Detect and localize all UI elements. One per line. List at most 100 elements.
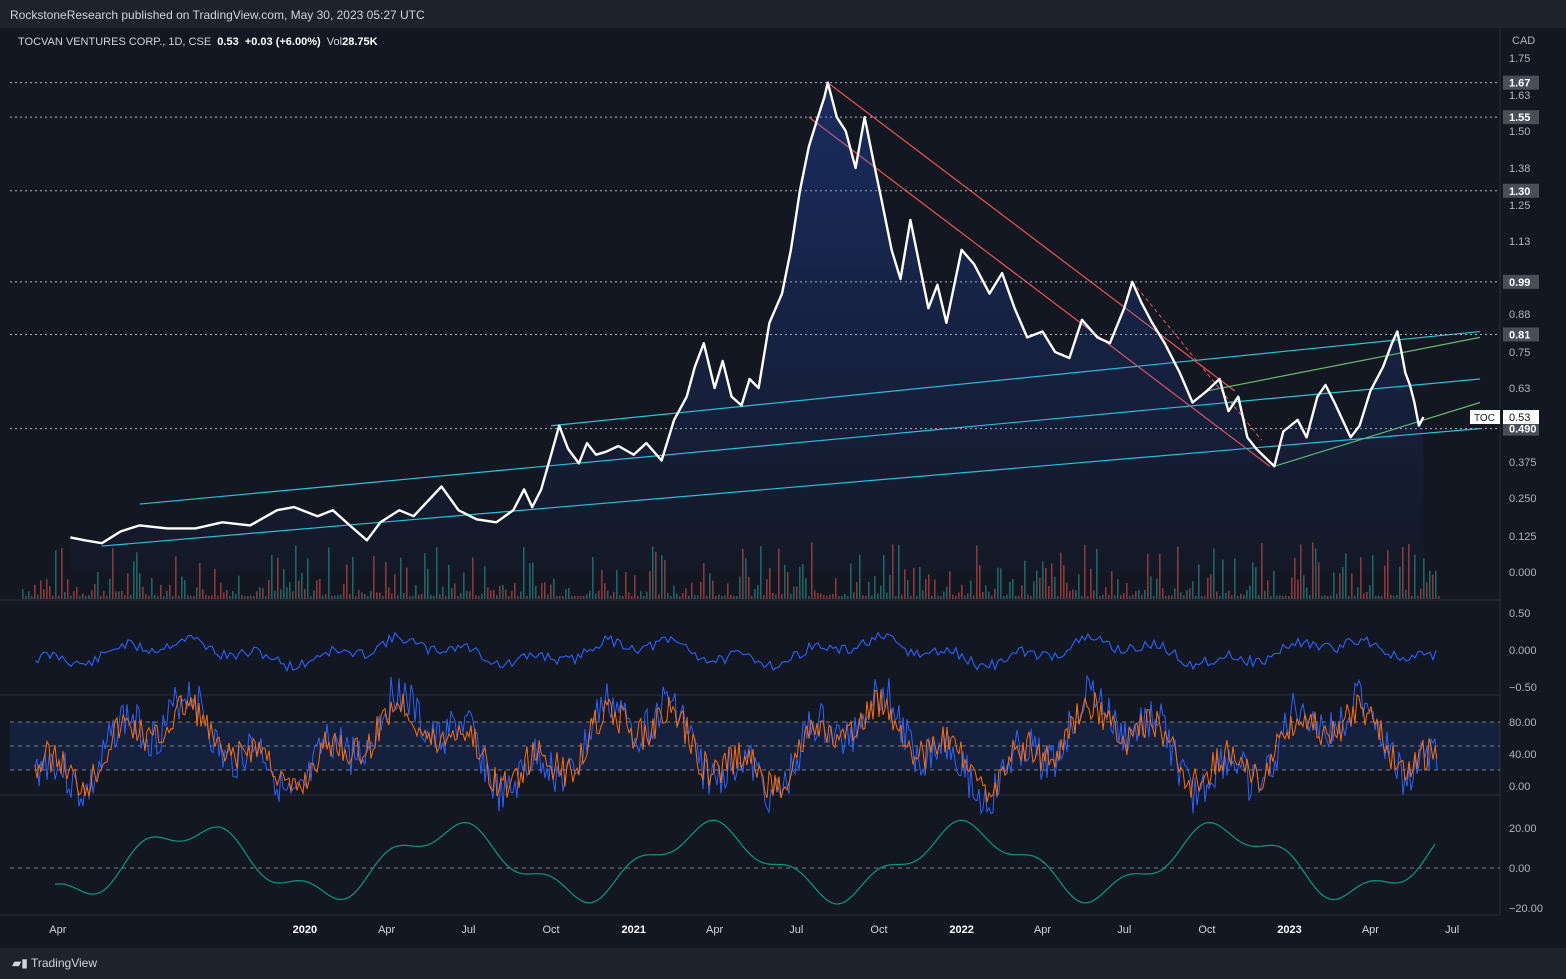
volume-bar [1318, 562, 1320, 599]
level-label-bg-4 [1503, 327, 1539, 342]
volume-bar [763, 595, 765, 599]
price-chart[interactable]: 1.67 1.55 1.30 0.99 0.81 0.490 TOC 0.53 0.50 0.0… [0, 0, 1566, 948]
volume-bar [1108, 594, 1110, 599]
volume-bar [1387, 550, 1389, 599]
volume-bar [223, 592, 225, 599]
volume-bar [1222, 559, 1224, 599]
volume-bar [313, 590, 315, 599]
volume-bar [1393, 596, 1395, 599]
volume-bar [433, 595, 435, 599]
volume-bar [1279, 595, 1281, 599]
volume-bar [412, 595, 414, 599]
volume-bar [1177, 546, 1179, 599]
volume-bar [685, 588, 687, 599]
osc1-tick-1: 0.000 [1509, 645, 1537, 657]
volume-bar [571, 595, 573, 599]
volume-bar [451, 587, 453, 599]
volume-bar [421, 594, 423, 599]
osc1-tick-0: 0.50 [1509, 608, 1530, 620]
horizontal-levels: 1.67 1.55 1.30 0.99 0.81 0.490 TOC 0.53 [10, 75, 1539, 436]
volume-bar [1084, 545, 1086, 599]
volume-bar [847, 595, 849, 599]
volume-bar [1126, 582, 1128, 599]
volume-bar [694, 595, 696, 599]
volume-bar [997, 567, 999, 599]
volume-bar [1003, 595, 1005, 599]
volume-bar [982, 591, 984, 599]
volume-bar [379, 592, 381, 599]
volume-bar [1228, 590, 1230, 599]
volume-bar [115, 591, 117, 599]
volume-bar [745, 558, 747, 599]
volume-bar [1018, 595, 1020, 599]
volume-bar [271, 555, 273, 599]
volume-bar [958, 592, 960, 599]
volume-bar [292, 591, 294, 599]
volume-bar [1378, 595, 1380, 599]
volume-bar [865, 595, 867, 599]
time-axis[interactable]: Apr 2020 Apr Jul Oct 2021 Apr Jul Oct 2022 Apr Jul O… [49, 924, 1459, 936]
volume-bar [199, 563, 201, 599]
volume-bar [868, 581, 870, 599]
channel-red-upper [827, 82, 1236, 392]
volume-bar [397, 595, 399, 599]
volume-bar [994, 588, 996, 599]
volume-bar [1024, 560, 1026, 599]
volume-bar [895, 595, 897, 599]
volume-bar [1246, 589, 1248, 599]
volume-bar [265, 595, 267, 599]
volume-bar [1363, 593, 1365, 599]
volume-bar [514, 582, 516, 599]
volume-bar [130, 594, 132, 599]
volume-bar [112, 548, 114, 599]
volume-bar [64, 591, 66, 599]
volume-bar [1372, 555, 1374, 599]
volume-bar [922, 590, 924, 599]
volume-bar [1120, 595, 1122, 599]
volume-bar [679, 595, 681, 599]
volume-bar [535, 585, 537, 599]
volume-bar [175, 556, 177, 599]
volume-bar [1042, 561, 1044, 599]
volume-bar [442, 586, 444, 599]
volume-bar [1381, 595, 1383, 599]
volume-bar [757, 585, 759, 599]
volume-bar [226, 589, 228, 599]
volume-bar [58, 595, 60, 599]
price-tick-3: 1.38 [1509, 163, 1530, 175]
time-tick-9: 2022 [949, 924, 973, 936]
volume-bar [37, 594, 39, 599]
price-tick-9: 0.375 [1509, 457, 1537, 469]
volume-bar [1144, 589, 1146, 599]
volume-bar [1129, 595, 1131, 599]
volume-bar [724, 595, 726, 599]
volume-bar [325, 594, 327, 599]
volume-bar [178, 595, 180, 599]
volume-bar [1339, 573, 1341, 599]
volume-bar [490, 590, 492, 599]
volume-bar [1432, 574, 1434, 599]
volume-bar [1198, 564, 1200, 599]
volume-bar [1264, 590, 1266, 599]
volume-bar [649, 571, 651, 599]
volume-bar [1009, 581, 1011, 599]
volume-bar [388, 587, 390, 599]
volume-bar [1021, 585, 1023, 599]
volume-bar [1345, 553, 1347, 599]
volume-bar [403, 592, 405, 599]
volume-bar [712, 580, 714, 599]
volume-bar [1351, 573, 1353, 599]
footer-bar: ▰▮ TradingView [0, 948, 1566, 979]
volume-bar [121, 590, 123, 599]
price-tick-5: 1.13 [1509, 236, 1530, 248]
volume-bar [607, 590, 609, 599]
volume-bar [118, 591, 120, 599]
volume-bar [652, 546, 654, 599]
volume-bar [31, 595, 33, 599]
volume-bar [1249, 585, 1251, 599]
volume-bar [154, 594, 156, 599]
volume-bar [577, 595, 579, 599]
price-axis[interactable]: CAD 1.75 1.63 1.50 1.38 1.25 1.13 0.88 0.75 0.63 0… [1509, 35, 1537, 579]
volume-bar [160, 584, 162, 599]
volume-bar [460, 593, 462, 599]
